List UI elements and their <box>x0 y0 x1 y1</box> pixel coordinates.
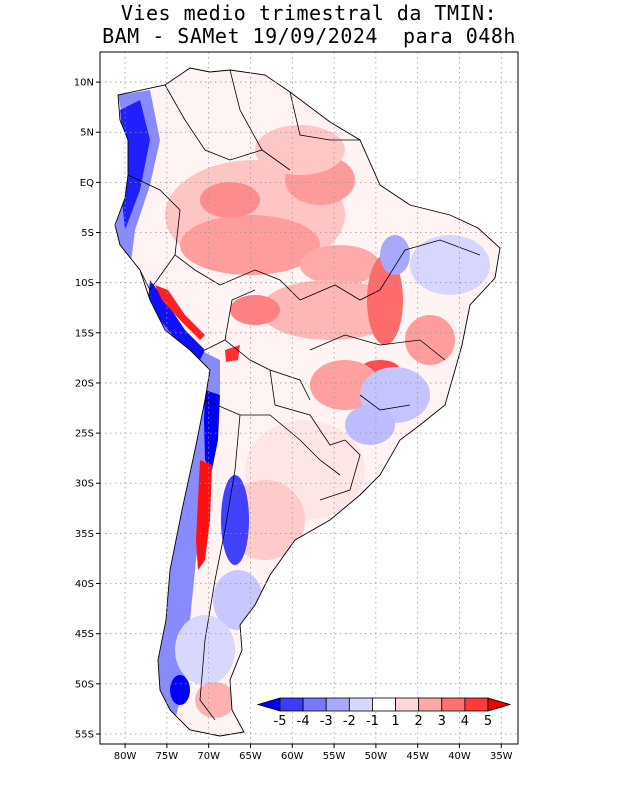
colorbar-label: 5 <box>484 714 492 729</box>
title-line-2: BAM - SAMet 19/09/2024 para 048h <box>102 24 516 48</box>
lat-tick-label: 45S <box>75 629 94 640</box>
colorbar-label: 1 <box>391 714 399 729</box>
lon-tick-label: 50W <box>365 751 388 762</box>
colorbar-bin <box>279 697 304 712</box>
lat-tick-label: 10N <box>74 78 94 89</box>
colorbar-bin <box>348 697 373 712</box>
longitude-labels: 80W 75W 70W 65W 60W 55W 50W 45W 40W 35W <box>114 744 513 762</box>
latitude-labels: 10N 5N EQ 5S 10S 15S 20S 25S 30S 35S 40S 45S 50S 55S <box>74 78 100 740</box>
colorbar-bin <box>325 697 350 712</box>
lon-tick-label: 35W <box>490 751 513 762</box>
colorbar-bin <box>441 697 466 712</box>
coastline <box>114 67 501 737</box>
lon-tick-label: 65W <box>239 751 262 762</box>
colorbar-bin <box>302 697 327 712</box>
lon-tick-label: 70W <box>197 751 220 762</box>
colorbar-high-arrow <box>487 697 512 712</box>
lat-tick-label: 10S <box>75 278 94 289</box>
map-frame-content <box>100 52 518 744</box>
country-borders <box>127 69 481 721</box>
lat-tick-label: 35S <box>75 529 94 540</box>
colorbar: -5 -4 -3 -2 -1 1 2 3 4 5 <box>256 697 512 729</box>
map-title: Vies medio trimestral da TMIN: BAM - SAM… <box>0 2 618 48</box>
lon-tick-label: 45W <box>406 751 429 762</box>
colorbar-label: 2 <box>415 714 423 729</box>
lat-tick-label: 20S <box>75 378 94 389</box>
lat-tick-label: 30S <box>75 479 94 490</box>
lat-tick-label: 5N <box>80 128 94 139</box>
lon-tick-label: 60W <box>281 751 304 762</box>
lat-tick-label: 5S <box>81 228 94 239</box>
lat-tick-label: 15S <box>75 328 94 339</box>
colorbar-bin <box>372 697 396 712</box>
lat-tick-label: 50S <box>75 679 94 690</box>
lat-lon-grid <box>100 52 518 744</box>
colorbar-bin <box>395 697 420 712</box>
lat-tick-label: EQ <box>80 178 94 189</box>
map-frame <box>99 51 519 745</box>
lat-tick-label: 55S <box>75 729 94 740</box>
colorbar-label: -4 <box>297 714 310 729</box>
colorbar-bin <box>418 697 443 712</box>
lat-tick-label: 25S <box>75 429 94 440</box>
colorbar-label: -5 <box>274 714 287 729</box>
colorbar-label: -2 <box>343 714 356 729</box>
title-line-1: Vies medio trimestral da TMIN: <box>120 1 498 25</box>
lon-tick-label: 75W <box>156 751 179 762</box>
colorbar-label: -3 <box>320 714 333 729</box>
colorbar-label: 3 <box>438 714 446 729</box>
lon-tick-label: 80W <box>114 751 137 762</box>
colorbar-label: 4 <box>461 714 469 729</box>
lon-tick-label: 40W <box>448 751 471 762</box>
lat-tick-label: 40S <box>75 579 94 590</box>
lon-tick-label: 55W <box>323 751 346 762</box>
colorbar-bin <box>464 697 489 712</box>
colorbar-low-arrow <box>256 697 281 712</box>
colorbar-label: -1 <box>366 714 379 729</box>
